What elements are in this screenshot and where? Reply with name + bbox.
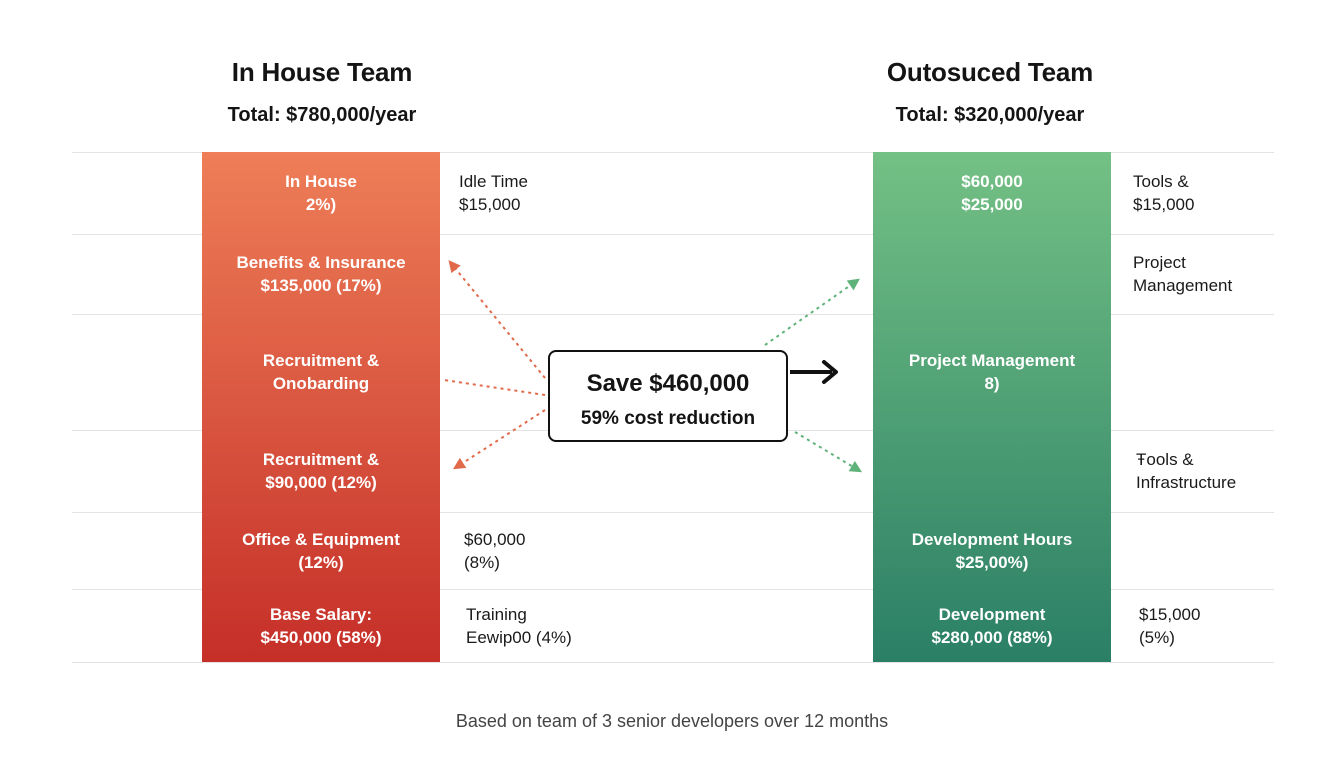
arrow-right-up xyxy=(764,278,860,346)
seg-top-60000: $60,000 $25,000 xyxy=(873,152,1111,234)
seg-development-label-2: $280,000 (88%) xyxy=(931,627,1053,647)
seg-unlabeled-2-outside-label: Ŧools & Infrastructure xyxy=(1136,448,1236,494)
seg-base-salary-label-2: $450,000 (58%) xyxy=(260,627,382,647)
seg-development-hours-label-1: Development Hours xyxy=(911,529,1073,549)
seg-office-equipment-outside-label: $60,000 (8%) xyxy=(464,528,525,574)
seg-top-60000-outside-line-2: $15,000 xyxy=(1133,195,1195,214)
gridline xyxy=(72,512,1274,513)
seg-recruitment-90000-label-2: $90,000 (12%) xyxy=(265,473,377,492)
seg-development-hours: Development Hours $25,00%) xyxy=(873,512,1111,589)
seg-project-management-label-1: Project Management xyxy=(908,351,1076,370)
seg-recruitment-90000-label-1: Recruitment & xyxy=(262,450,380,469)
seg-in-house-top: In House 2%) xyxy=(202,152,440,234)
seg-recruitment-90000: Recruitment & $90,000 (12%) xyxy=(202,430,440,512)
seg-unlabeled-2 xyxy=(873,430,1111,512)
savings-amount: Save $460,000 xyxy=(586,370,750,397)
gridline xyxy=(72,662,1274,663)
seg-base-salary-outside-line-1: Training xyxy=(466,604,527,624)
seg-base-salary-label-1: Base Salary: xyxy=(269,604,373,624)
left-title: In House Team xyxy=(231,57,413,87)
seg-development-label-1: Development xyxy=(938,604,1046,624)
arrow-right-down xyxy=(794,431,863,473)
seg-top-60000-label-1: $60,000 xyxy=(961,172,1023,191)
seg-recruitment-onboarding-label-1: Recruitment & xyxy=(262,351,380,370)
seg-office-equipment-outside-line-2: (8%) xyxy=(464,552,500,572)
right-subtitle: Total: $320,000/year xyxy=(895,104,1085,126)
seg-development: Development $280,000 (88%) xyxy=(873,589,1111,662)
seg-benefits-insurance: Benefits & Insurance $135,000 (17%) xyxy=(202,234,440,314)
seg-in-house-top-label-2: 2%) xyxy=(305,195,337,214)
seg-top-60000-outside-line-1: Tools & xyxy=(1133,172,1189,191)
savings-callout: Save $460,000 59% cost reduction xyxy=(548,350,788,442)
seg-project-management: Project Management 8) xyxy=(873,314,1111,430)
seg-office-equipment: Office & Equipment (12%) xyxy=(202,512,440,589)
footnote: Based on team of 3 senior developers ove… xyxy=(455,711,889,731)
seg-recruitment-onboarding-label-2: Onobarding xyxy=(272,374,370,393)
savings-percent: 59% cost reduction xyxy=(580,408,756,429)
seg-benefits-insurance-label-1: Benefits & Insurance xyxy=(236,253,406,272)
seg-in-house-top-outside-label: Idle Time $15,000 xyxy=(459,170,528,216)
seg-development-outside-line-2: (5%) xyxy=(1139,627,1175,647)
arrow-left-down xyxy=(452,409,546,470)
seg-in-house-top-outside-line-2: $15,000 xyxy=(459,195,521,214)
seg-unlabeled-1-outside-line-1: Project xyxy=(1133,253,1186,272)
seg-unlabeled-1-outside-label: Project Management xyxy=(1133,251,1232,297)
seg-base-salary-outside-label: Training Eewip00 (4%) xyxy=(466,603,572,649)
seg-unlabeled-2-outside-line-2: Infrastructure xyxy=(1136,473,1237,492)
seg-office-equipment-outside-line-1: $60,000 xyxy=(464,529,526,549)
seg-in-house-top-label-1: In House xyxy=(285,172,357,191)
seg-benefits-insurance-label-2: $135,000 (17%) xyxy=(260,276,382,295)
gridline xyxy=(72,589,1274,590)
seg-development-hours-label-2: $25,00%) xyxy=(955,552,1029,572)
seg-project-management-label-2: 8) xyxy=(984,374,1000,393)
seg-unlabeled-1 xyxy=(873,234,1111,314)
gridline xyxy=(72,152,1274,153)
seg-in-house-top-outside-line-1: Idle Time xyxy=(459,172,528,191)
seg-unlabeled-2-outside-line-1: Ŧools & xyxy=(1136,450,1194,469)
seg-development-outside-line-1: $15,000 xyxy=(1139,604,1201,624)
left-subtitle: Total: $780,000/year xyxy=(227,104,417,126)
right-header: Outosuced Team Total: $320,000/year xyxy=(785,57,1195,127)
seg-base-salary-outside-line-2: Eewip00 (4%) xyxy=(466,627,572,647)
seg-top-60000-label-2: $25,000 xyxy=(961,195,1023,214)
gridline xyxy=(72,234,1274,235)
left-header: In House Team Total: $780,000/year xyxy=(122,57,522,127)
right-title: Outosuced Team xyxy=(886,57,1094,87)
seg-recruitment-onboarding: Recruitment & Onobarding xyxy=(202,314,440,430)
arrow-left-mid xyxy=(443,379,546,396)
seg-top-60000-outside-label: Tools & $15,000 xyxy=(1133,170,1194,216)
arrow-center-head xyxy=(822,360,838,384)
seg-office-equipment-label-2: (12%) xyxy=(298,552,344,572)
seg-development-outside-label: $15,000 (5%) xyxy=(1139,603,1200,649)
arrow-left-up xyxy=(448,260,546,379)
seg-base-salary: Base Salary: $450,000 (58%) xyxy=(202,589,440,662)
seg-unlabeled-1-outside-line-2: Management xyxy=(1133,276,1233,295)
seg-office-equipment-label-1: Office & Equipment xyxy=(242,529,400,549)
gridline xyxy=(72,314,1274,315)
